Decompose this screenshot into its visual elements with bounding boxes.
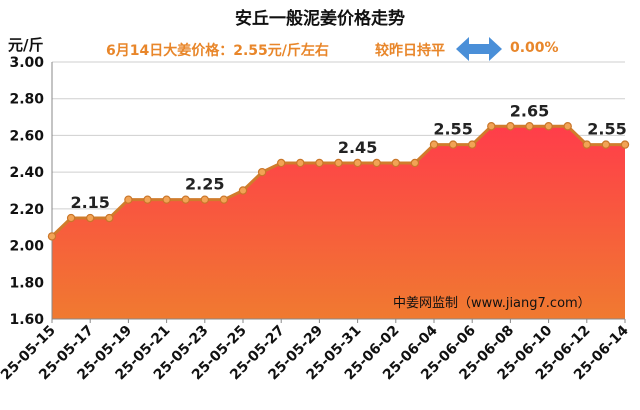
price-summary: 6月14日大姜价格：2.55元/斤左右 (106, 43, 329, 59)
data-point (544, 122, 553, 131)
y-tick-label: 2.00 (9, 239, 44, 255)
data-label: 2.25 (185, 175, 224, 194)
data-point (468, 140, 477, 149)
data-point (47, 232, 57, 241)
data-point (105, 213, 114, 223)
y-tick-label: 2.60 (9, 128, 44, 144)
compare-label: 较昨日持平 (375, 43, 445, 59)
data-point (391, 158, 400, 168)
data-label: 2.55 (433, 120, 472, 139)
double-arrow-icon (456, 37, 502, 61)
data-point (181, 195, 190, 204)
data-label: 2.45 (338, 138, 377, 157)
change-percent: 0.00% (510, 40, 559, 56)
price-area (52, 126, 625, 319)
data-point (143, 195, 152, 204)
data-point (601, 140, 611, 149)
y-axis-unit: 元/斤 (8, 36, 44, 54)
data-label: 2.65 (510, 101, 549, 120)
y-tick-label: 3.00 (9, 55, 44, 71)
data-point (238, 186, 248, 195)
y-tick-label: 2.20 (9, 202, 44, 218)
data-point (257, 167, 267, 177)
data-point (372, 158, 381, 168)
data-point (620, 140, 630, 149)
data-point (429, 140, 439, 149)
data-point (506, 122, 515, 131)
data-point (219, 195, 229, 204)
watermark: 中姜网监制（www.jiang7.com） (393, 296, 591, 311)
data-point (525, 122, 534, 131)
y-tick-label: 2.80 (9, 92, 44, 108)
data-point (200, 195, 209, 204)
data-point (487, 122, 496, 131)
data-point (334, 158, 343, 168)
y-tick-label: 2.40 (9, 165, 44, 181)
data-point (410, 158, 420, 168)
data-point (277, 158, 286, 168)
data-label: 2.15 (70, 193, 109, 212)
data-point (66, 213, 76, 223)
data-point (448, 140, 458, 149)
data-point (162, 195, 171, 204)
y-tick-label: 1.60 (9, 312, 44, 328)
chart-title: 安丘一般泥姜价格走势 (235, 9, 405, 29)
data-point (315, 158, 324, 168)
data-point (353, 158, 362, 168)
data-point (582, 140, 592, 149)
data-point (124, 195, 133, 204)
data-point (563, 122, 572, 131)
data-point (296, 158, 305, 168)
data-label: 2.55 (587, 120, 626, 139)
data-point (85, 213, 95, 223)
y-tick-label: 1.80 (9, 275, 44, 291)
